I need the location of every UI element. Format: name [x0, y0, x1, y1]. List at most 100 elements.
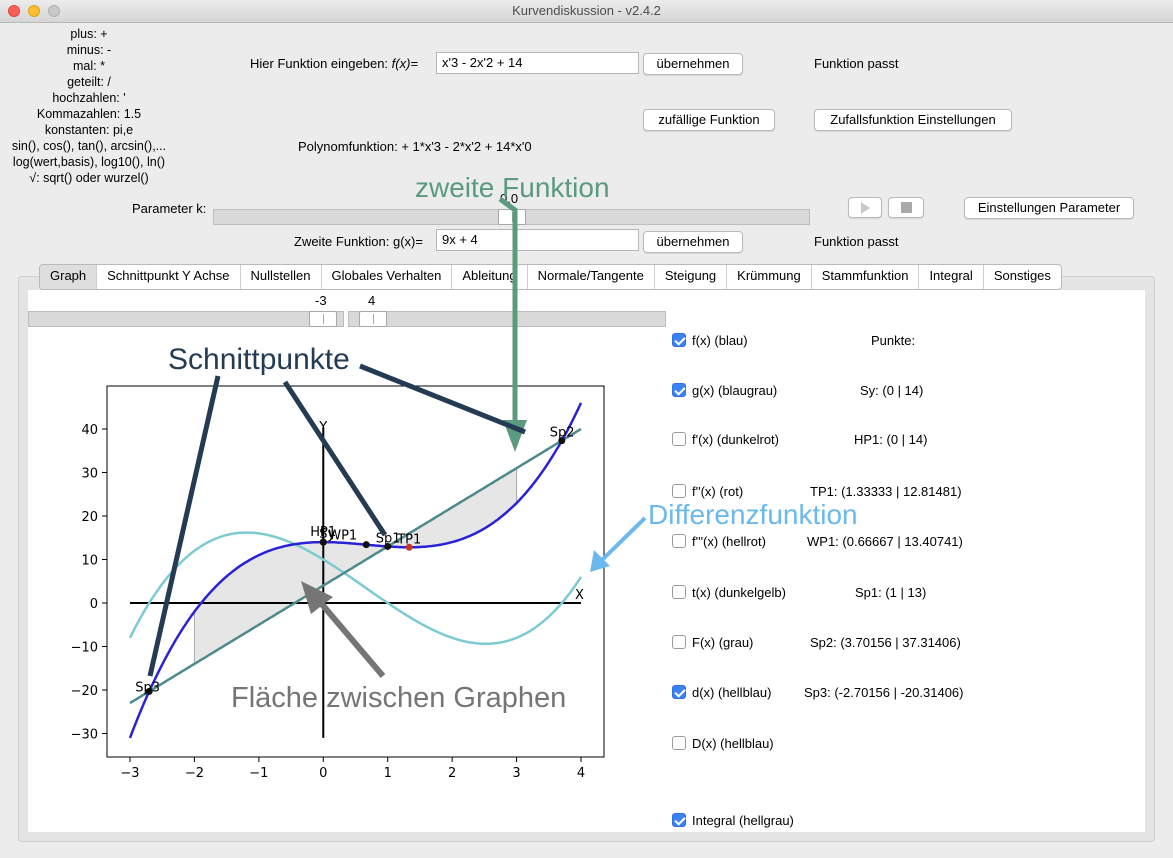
checkbox-g[interactable]: g(x) (blaugrau) — [672, 383, 777, 398]
point-sy: Sy: (0 | 14) — [860, 383, 924, 398]
point-marker-wp1 — [362, 541, 370, 549]
random-settings-button[interactable]: Zufallsfunktion Einstellungen — [814, 109, 1012, 131]
checkbox-t-box[interactable] — [672, 585, 686, 599]
plot-frame — [106, 385, 605, 758]
point-label-sp2: Sp2 — [550, 426, 575, 441]
point-label-tp1: TP1 — [396, 532, 421, 547]
x-axis-label: X — [575, 588, 584, 603]
apply-second-function-button[interactable]: übernehmen — [643, 231, 743, 253]
point-tp1: TP1: (1.33333 | 12.81481) — [810, 484, 962, 499]
second-function-status: Funktion passt — [814, 234, 899, 249]
x-tick-label: 1 — [384, 766, 392, 781]
function-symbol: f(x)= — [391, 56, 419, 71]
polynomial-text: Polynomfunktion: + 1*x'3 - 2*x'2 + 14*x'… — [298, 139, 532, 154]
annotation-flaeche: Fläche zwischen Graphen — [231, 682, 567, 714]
play-icon — [860, 202, 870, 214]
stop-button[interactable] — [888, 197, 924, 218]
point-marker-sp1 — [384, 542, 392, 550]
tab-normale-tangente[interactable]: Normale/Tangente — [528, 265, 655, 289]
checkbox-f1[interactable]: f'(x) (dunkelrot) — [672, 432, 779, 447]
checkbox-label: f'(x) (dunkelrot) — [692, 432, 780, 447]
range-max-slider[interactable] — [348, 311, 666, 327]
y-tick-label: 0 — [90, 597, 98, 612]
y-tick-label: −20 — [71, 684, 98, 699]
point-label-sp3: Sp3 — [135, 680, 160, 695]
checkbox-D[interactable]: D(x) (hellblau) — [672, 736, 774, 751]
point-marker-hp1 — [319, 538, 327, 546]
function-input-label: Hier Funktion eingeben: f(x)= — [250, 56, 418, 71]
checkbox-F[interactable]: F(x) (grau) — [672, 635, 753, 650]
x-tick-label: −2 — [185, 766, 204, 781]
parameter-settings-button[interactable]: Einstellungen Parameter — [964, 197, 1134, 219]
point-label-sp1: Sp1 — [376, 531, 401, 546]
checkbox-d[interactable]: d(x) (hellblau) — [672, 685, 771, 700]
point-label-hp1: HP1 — [310, 525, 336, 540]
point-label-sy: Sy — [319, 527, 335, 542]
arrow-schnittpunkt-sp1 — [282, 380, 388, 537]
checkbox-f2[interactable]: f''(x) (rot) — [672, 484, 743, 499]
checkbox-f1-box[interactable] — [672, 432, 686, 446]
annotation-differenzfunktion: Differenzfunktion — [648, 499, 858, 530]
checkbox-D-box[interactable] — [672, 736, 686, 750]
random-function-button[interactable]: zufällige Funktion — [643, 109, 775, 131]
arrow-schnittpunkt-sp3 — [147, 375, 221, 677]
range-min-slider-handle[interactable] — [309, 311, 337, 327]
tab-stammfunktion[interactable]: Stammfunktion — [812, 265, 920, 289]
range-max-slider-handle[interactable] — [359, 311, 387, 327]
series-f-line — [128, 402, 583, 739]
checkbox-f[interactable]: f(x) (blau) — [672, 333, 748, 348]
minimize-window-button[interactable] — [28, 5, 40, 17]
tab-graph[interactable]: Graph — [40, 265, 98, 289]
annotation-zweite-funktion: zweite Funktion — [415, 172, 610, 203]
arrowhead-flaeche — [301, 581, 333, 614]
checkbox-t[interactable]: t(x) (dunkelgelb) — [672, 585, 786, 600]
range-min-value: -3 — [315, 293, 327, 308]
close-window-button[interactable] — [8, 5, 20, 17]
point-marker-sp3 — [145, 687, 153, 695]
point-sp1: Sp1: (1 | 13) — [855, 585, 927, 600]
checkbox-label: d(x) (hellblau) — [692, 685, 772, 700]
point-wp1: WP1: (0.66667 | 13.40741) — [807, 534, 963, 549]
tab-ableitung[interactable]: Ableitung — [452, 265, 528, 289]
second-function-input[interactable]: 9x + 4 — [436, 229, 639, 251]
point-sp3: Sp3: (-2.70156 | -20.31406) — [804, 685, 964, 700]
help-line: geteilt: / — [67, 75, 111, 89]
apply-function-button[interactable]: übernehmen — [643, 53, 743, 75]
second-function-label: Zweite Funktion: g(x)= — [294, 234, 423, 249]
x-tick-label: −3 — [120, 766, 139, 781]
help-line: √: sqrt() oder wurzel() — [29, 171, 149, 185]
tab-schnittpunkt-y-achse[interactable]: Schnittpunkt Y Achse — [97, 265, 241, 289]
annotation-schnittpunkte: Schnittpunkte — [168, 343, 350, 376]
tab-globales-verhalten[interactable]: Globales Verhalten — [322, 265, 453, 289]
zoom-window-button[interactable] — [48, 5, 60, 17]
checkbox-f3[interactable]: f'''(x) (hellrot) — [672, 534, 766, 549]
range-min-slider[interactable] — [28, 311, 344, 327]
point-marker-sp2 — [558, 437, 566, 445]
x-tick-label: 0 — [319, 766, 327, 781]
function-input[interactable]: x'3 - 2x'2 + 14 — [436, 52, 639, 74]
tab-integral[interactable]: Integral — [919, 265, 984, 289]
checkbox-f-box[interactable] — [672, 333, 686, 347]
checkbox-f2-box[interactable] — [672, 484, 686, 498]
series-d-line — [128, 531, 583, 646]
tab-kruemmung[interactable]: Krümmung — [727, 265, 812, 289]
checkbox-integral-box[interactable] — [672, 813, 686, 827]
play-button[interactable] — [848, 197, 882, 218]
x-tick-label: −1 — [249, 766, 268, 781]
checkbox-d-box[interactable] — [672, 685, 686, 699]
y-tick-label: 10 — [81, 554, 98, 569]
checkbox-integral[interactable]: Integral (hellgrau) — [672, 813, 794, 828]
checkbox-f3-box[interactable] — [672, 534, 686, 548]
y-tick-label: 40 — [81, 423, 98, 438]
checkbox-label: F(x) (grau) — [692, 635, 754, 650]
second-function-symbol: g(x)= — [393, 234, 423, 249]
tab-steigung[interactable]: Steigung — [655, 265, 728, 289]
checkbox-F-box[interactable] — [672, 635, 686, 649]
checkbox-g-box[interactable] — [672, 383, 686, 397]
y-axis-label: Y — [318, 420, 327, 435]
tab-nullstellen[interactable]: Nullstellen — [241, 265, 322, 289]
help-line: sin(), cos(), tan(), arcsin(),... — [11, 139, 167, 153]
tab-sonstiges[interactable]: Sonstiges — [993, 268, 1051, 283]
window-title: Kurvendiskussion - v2.4.2 — [512, 3, 661, 18]
